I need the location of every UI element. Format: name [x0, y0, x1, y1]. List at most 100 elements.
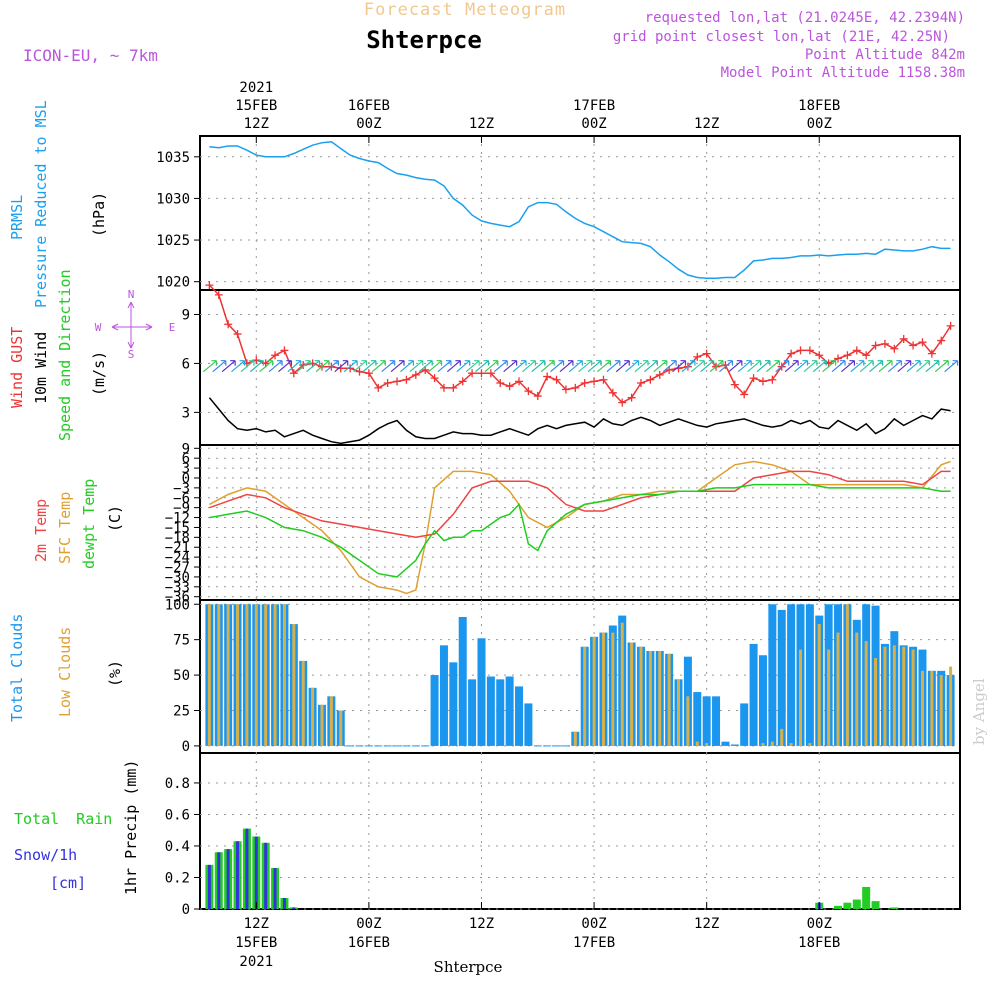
- wind-arrow: [418, 360, 433, 373]
- low-cloud-bar: [761, 743, 765, 746]
- wind-speed-line: [208, 397, 951, 445]
- wind-arrow: [381, 360, 396, 373]
- gust-marker: [796, 346, 805, 355]
- gust-marker: [702, 349, 711, 358]
- snow-bar: [245, 828, 249, 909]
- gust-marker: [515, 377, 524, 386]
- gust-marker: [740, 390, 749, 399]
- low-cloud-bar: [902, 646, 906, 746]
- gust-marker: [899, 334, 908, 343]
- total-cloud-bar: [505, 676, 514, 746]
- wind-arrow: [334, 360, 349, 373]
- sfc-temp-line: [209, 460, 951, 595]
- low-cloud-bar: [573, 731, 577, 746]
- low-cloud-bar: [770, 741, 774, 746]
- total-cloud-bar: [449, 662, 458, 746]
- rain-bar: [862, 886, 871, 909]
- temp-unit: (C): [106, 505, 124, 532]
- gust-marker: [233, 330, 242, 339]
- wind-arrow: [700, 360, 715, 373]
- wind-arrow: [578, 360, 593, 373]
- y-tick-label: −24: [165, 550, 190, 566]
- compass-north: N: [128, 288, 135, 301]
- wind-arrow: [512, 360, 527, 373]
- y-tick-label: 1020: [156, 275, 190, 291]
- gust-marker: [505, 382, 514, 391]
- pressure-label-desc: Pressure Reduced to MSL: [32, 100, 50, 308]
- total-cloud-bar: [787, 604, 796, 746]
- total-cloud-bar: [486, 676, 495, 746]
- wind-arrow: [625, 360, 640, 373]
- time-label-top: 00Z: [807, 116, 832, 132]
- wind-arrow: [484, 360, 499, 373]
- wind-arrow: [672, 360, 687, 373]
- time-label-top: 12Z: [469, 116, 494, 132]
- low-cloud-bar: [264, 604, 268, 746]
- low-cloud-bar: [620, 622, 624, 746]
- total-cloud-bar: [430, 675, 439, 746]
- low-cloud-bar: [667, 653, 671, 746]
- gust-marker: [852, 346, 861, 355]
- low-cloud-bar: [226, 604, 230, 746]
- gust-line: [208, 284, 952, 404]
- wind-gust-label: Wind GUST: [8, 327, 26, 408]
- time-label-top: 17FEB: [573, 98, 615, 114]
- low-cloud-bar: [320, 704, 324, 746]
- total-cloud-bar: [721, 741, 730, 746]
- time-label-bottom: 12Z: [469, 916, 494, 932]
- wind-arrow: [859, 360, 874, 373]
- gust-marker: [890, 344, 899, 353]
- y-tick-label: −36: [165, 590, 190, 606]
- gust-marker: [880, 339, 889, 348]
- gust-marker: [271, 351, 280, 360]
- low-cloud-bar: [311, 687, 315, 746]
- wind-arrow: [747, 360, 762, 373]
- wind-arrow: [934, 360, 949, 373]
- low-cloud-bar: [808, 743, 812, 746]
- temp-dew-label: dewpt Temp: [80, 479, 98, 569]
- compass-west: W: [95, 321, 102, 334]
- y-tick-label: 0.4: [165, 839, 190, 855]
- wind-arrow: [531, 360, 546, 373]
- gust-marker: [599, 375, 608, 384]
- gust-marker: [561, 385, 570, 394]
- low-cloud-bar: [611, 632, 615, 746]
- wind-arrow: [400, 360, 415, 373]
- wind-arrow: [784, 360, 799, 373]
- wind-arrow: [606, 360, 621, 373]
- time-label-top: 16FEB: [348, 98, 390, 114]
- low-cloud-bar: [892, 645, 896, 746]
- wind-arrow: [850, 360, 865, 373]
- y-tick-label: 100: [165, 597, 190, 613]
- wind-arrow: [869, 360, 884, 373]
- time-label-top: 12Z: [694, 116, 719, 132]
- wind-arrow: [202, 360, 217, 373]
- gust-marker: [543, 372, 552, 381]
- total-cloud-bar: [730, 744, 739, 746]
- snow-bar: [264, 842, 268, 909]
- gust-marker: [468, 369, 477, 378]
- low-cloud-bar: [658, 651, 662, 746]
- wind-arrow: [653, 360, 668, 373]
- rain-bar: [871, 901, 880, 909]
- wind-arrow: [428, 360, 443, 373]
- total-cloud-bar: [458, 617, 467, 746]
- wind-arrow: [268, 360, 283, 373]
- snow-bar: [226, 849, 230, 909]
- gust-marker: [693, 352, 702, 361]
- snow-bar: [207, 864, 211, 909]
- y-tick-label: 75: [173, 633, 190, 649]
- wind-arrow: [794, 360, 809, 373]
- wind-10m-label: 10m Wind: [32, 332, 50, 404]
- wind-arrow: [231, 360, 246, 373]
- wind-arrow: [831, 360, 846, 373]
- rain-legend: Total Rain: [14, 810, 112, 828]
- total-cloud-bar: [515, 686, 524, 746]
- total-cloud-bar: [740, 703, 749, 746]
- wind-arrow: [681, 360, 696, 373]
- wind-arrow: [841, 360, 856, 373]
- wind-arrow: [390, 360, 405, 373]
- total-cloud-bar: [749, 643, 758, 746]
- wind-arrow: [259, 360, 274, 373]
- low-cloud-bar: [874, 658, 878, 746]
